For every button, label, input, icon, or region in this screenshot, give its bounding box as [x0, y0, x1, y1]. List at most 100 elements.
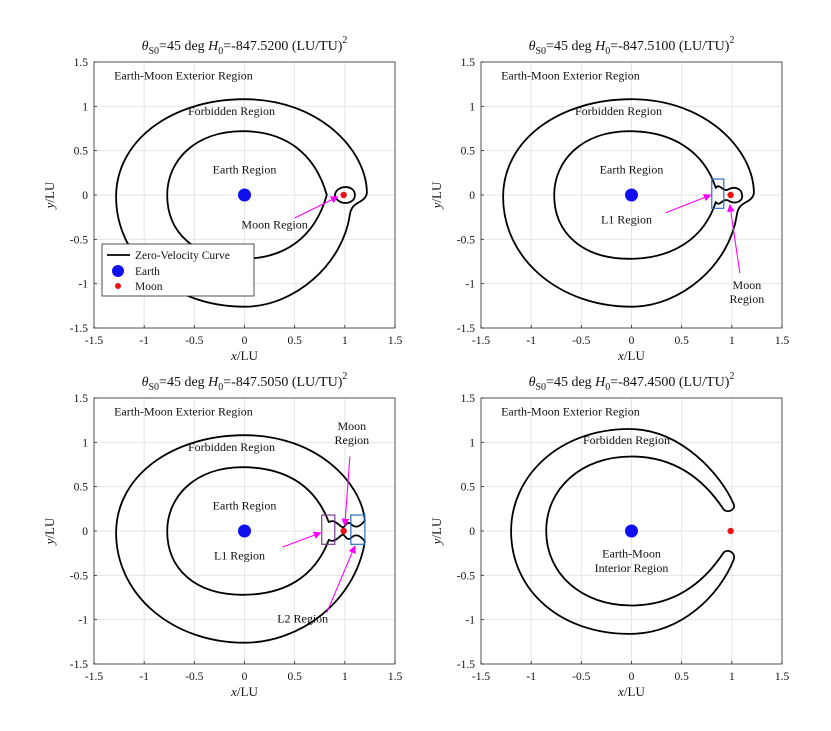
panel-3: -1.5 -1 -0.5 0 0.5 1 1.5 -1.5 -1 -0.5 0 0.5 1 1.5 x/LU… [42, 371, 402, 699]
region-label: Earth Region [600, 163, 664, 177]
region-label: Region [335, 433, 370, 447]
y-tick-label: 1.5 [74, 393, 89, 405]
legend-moon-label: Moon [135, 281, 163, 293]
l2-region-box [350, 514, 366, 545]
earth-marker [625, 524, 638, 538]
x-tick-label: -1 [526, 671, 536, 683]
y-tick-label: -1.5 [70, 323, 88, 335]
legend-earth-swatch [112, 265, 124, 277]
y-axis-label: y/LU [429, 181, 444, 210]
region-label: Earth-Moon Exterior Region [114, 405, 253, 419]
earth-marker [625, 188, 638, 202]
x-tick-label: 0 [242, 335, 248, 347]
y-tick-label: -1.5 [70, 659, 88, 671]
y-tick-label: -0.5 [70, 570, 88, 582]
region-label: Moon [733, 278, 762, 292]
region-label: Earth Region [213, 163, 277, 177]
legend-curve-label: Zero-Velocity Curve [135, 250, 230, 262]
y-tick-label: 0 [469, 526, 475, 538]
region-label: Earth-Moon [602, 547, 661, 561]
y-tick-label: 1.5 [461, 393, 476, 405]
pointer-arrow [665, 193, 712, 214]
chart-title: θS0=45 deg H0=-847.5100 (LU/TU)2 [529, 35, 735, 57]
panel-2: -1.5 -1 -0.5 0 0.5 1 1.5 -1.5 -1 -0.5 0 0.5 1 1.5 x/LU… [429, 35, 789, 363]
region-label: Earth Region [213, 499, 277, 513]
x-tick-label: -0.5 [572, 335, 590, 347]
y-tick-label: 0.5 [461, 146, 476, 158]
y-axis-label: y/LU [429, 517, 444, 546]
y-tick-label: 0.5 [461, 482, 476, 494]
y-tick-label: 0 [82, 526, 88, 538]
y-tick-label: -1 [78, 615, 88, 627]
region-label: Forbidden Region [188, 104, 275, 118]
moon-marker [727, 191, 734, 199]
x-tick-label: 1.5 [388, 335, 403, 347]
outer-zero-velocity-curve [115, 98, 368, 308]
region-label: Moon Region [241, 218, 307, 232]
region-label: Interior Region [595, 561, 669, 575]
y-tick-label: -1 [78, 279, 88, 291]
x-tick-label: -0.5 [185, 671, 203, 683]
region-label: Forbidden Region [188, 440, 275, 454]
x-tick-label: 0 [629, 671, 635, 683]
pointer-arrow [282, 531, 322, 548]
x-axis-label: x/LU [617, 684, 645, 699]
x-tick-label: 1 [729, 671, 735, 683]
region-label: L2 Region [277, 611, 328, 625]
earth-region-curve [166, 130, 328, 260]
x-axis-label: x/LU [230, 684, 258, 699]
outer-zero-velocity-curve [502, 98, 755, 308]
y-tick-label: -1 [465, 279, 475, 291]
x-tick-label: 0.5 [674, 671, 689, 683]
y-tick-label: -0.5 [70, 234, 88, 246]
moon-marker [727, 527, 734, 535]
x-tick-label: -1.5 [85, 671, 103, 683]
x-tick-label: -1 [139, 671, 149, 683]
x-tick-label: 1.5 [775, 671, 790, 683]
x-tick-label: -0.5 [572, 671, 590, 683]
y-tick-label: -1.5 [457, 323, 475, 335]
x-tick-label: -1 [526, 335, 536, 347]
y-tick-label: 1.5 [74, 57, 89, 69]
x-tick-label: 1 [342, 335, 348, 347]
x-axis-label: x/LU [230, 348, 258, 363]
legend-earth-label: Earth [135, 266, 160, 278]
region-label: L1 Region [214, 548, 265, 562]
region-label: Moon [338, 419, 367, 433]
y-tick-label: 1 [469, 437, 475, 449]
panel-1: -1.5 -1 -0.5 0 0.5 1 1.5 -1.5 -1 -0.5 0 0.5 1 1.5 x/LU… [42, 35, 402, 363]
legend: Zero-Velocity Curve Earth Moon [101, 243, 255, 297]
x-tick-label: 0.5 [674, 335, 689, 347]
y-tick-label: 0.5 [74, 146, 89, 158]
pointer-arrow [326, 545, 356, 613]
x-tick-label: -1.5 [85, 335, 103, 347]
y-tick-label: 0 [469, 190, 475, 202]
x-tick-label: 1 [342, 671, 348, 683]
l1-region-box [711, 178, 725, 209]
region-label: Forbidden Region [575, 104, 662, 118]
region-label: L1 Region [601, 212, 652, 226]
y-tick-label: 1.5 [461, 57, 476, 69]
x-tick-label: 0.5 [287, 335, 302, 347]
y-tick-label: -0.5 [457, 570, 475, 582]
x-tick-label: 0.5 [287, 671, 302, 683]
pointer-arrow [727, 203, 741, 274]
pointer-arrow [341, 456, 351, 527]
earth-moon-region-curve [553, 130, 744, 260]
region-label: Region [730, 292, 765, 306]
zero-velocity-curve [510, 428, 736, 635]
x-tick-label: -1 [139, 335, 149, 347]
y-tick-label: -0.5 [457, 234, 475, 246]
region-label: Earth-Moon Exterior Region [501, 405, 640, 419]
chart-title: θS0=45 deg H0=-847.5050 (LU/TU)2 [142, 371, 348, 393]
y-tick-label: 1 [469, 101, 475, 113]
x-tick-label: 1.5 [388, 671, 403, 683]
x-tick-label: 0 [242, 671, 248, 683]
chart-title: θS0=45 deg H0=-847.4500 (LU/TU)2 [529, 371, 735, 393]
l1-region-box [321, 514, 336, 545]
chart-title: θS0=45 deg H0=-847.5200 (LU/TU)2 [142, 35, 348, 57]
x-axis-label: x/LU [617, 348, 645, 363]
x-tick-label: 1 [729, 335, 735, 347]
legend-box [101, 243, 255, 297]
